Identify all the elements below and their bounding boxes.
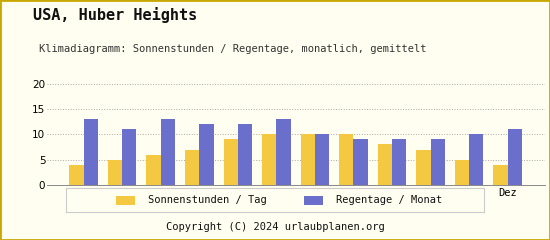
Bar <box>392 139 406 185</box>
Bar <box>304 196 323 205</box>
Bar <box>161 119 175 185</box>
Bar <box>84 119 98 185</box>
Bar <box>301 134 315 185</box>
Bar <box>146 155 161 185</box>
Bar <box>416 150 431 185</box>
Bar <box>354 139 368 185</box>
Text: Regentage / Monat: Regentage / Monat <box>336 195 442 205</box>
Bar <box>185 150 199 185</box>
Text: Sonnenstunden / Tag: Sonnenstunden / Tag <box>147 195 266 205</box>
Bar <box>455 160 469 185</box>
Bar <box>469 134 483 185</box>
Text: Klimadiagramm: Sonnenstunden / Regentage, monatlich, gemittelt: Klimadiagramm: Sonnenstunden / Regentage… <box>39 44 426 54</box>
Bar <box>276 119 290 185</box>
Bar <box>116 196 135 205</box>
Text: Copyright (C) 2024 urlaubplanen.org: Copyright (C) 2024 urlaubplanen.org <box>166 222 384 232</box>
Bar <box>339 134 354 185</box>
Bar <box>238 124 252 185</box>
Bar <box>122 129 136 185</box>
Text: USA, Huber Heights: USA, Huber Heights <box>33 7 197 23</box>
Bar <box>315 134 329 185</box>
Bar <box>69 165 84 185</box>
Bar <box>493 165 508 185</box>
Bar <box>199 124 213 185</box>
Bar <box>508 129 522 185</box>
Bar <box>378 144 392 185</box>
Bar <box>108 160 122 185</box>
Bar <box>262 134 276 185</box>
Bar <box>223 139 238 185</box>
Bar <box>431 139 445 185</box>
